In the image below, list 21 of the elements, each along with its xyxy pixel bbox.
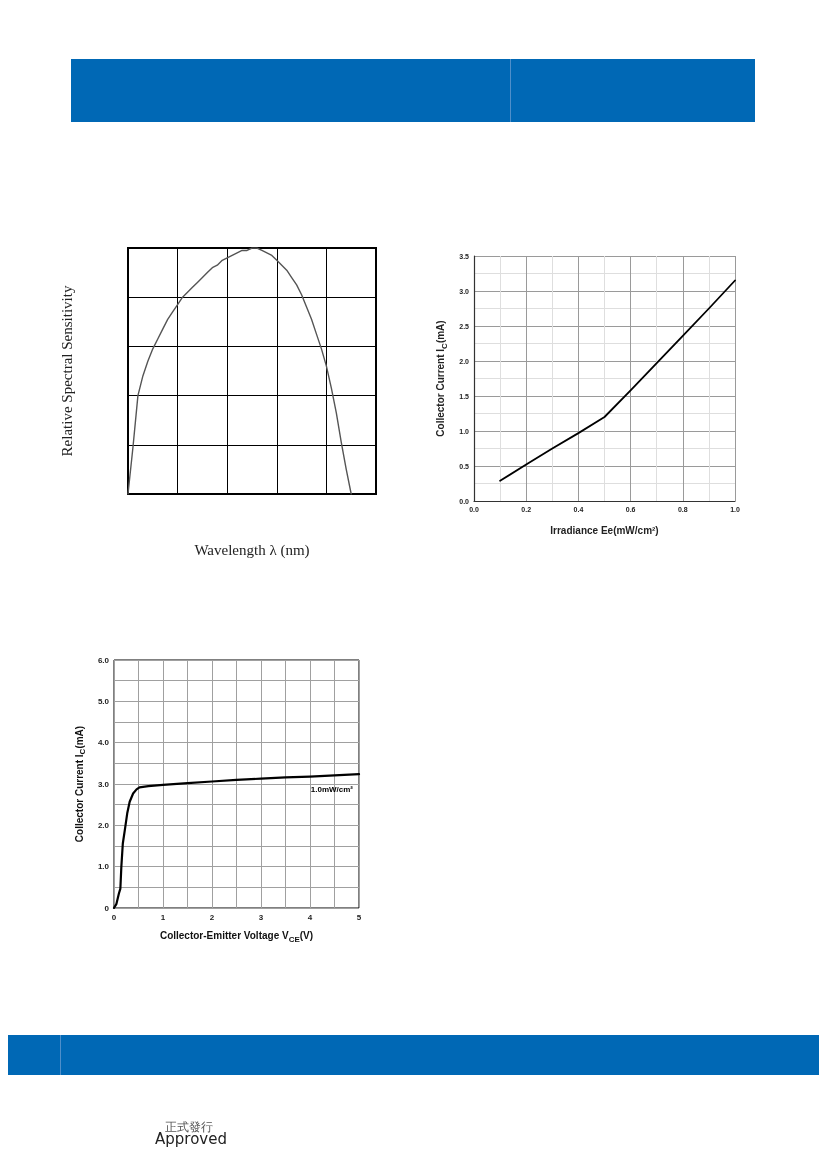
x-tick-label: 2	[209, 912, 215, 922]
y-axis-title: Collector Current IC(mA)	[435, 320, 449, 437]
line-series	[499, 279, 736, 482]
y-tick-label: 3.0	[97, 779, 110, 789]
text: 正式發行	[165, 1120, 213, 1134]
x-tick-label: 5	[356, 912, 362, 922]
x-tick-label: 0	[111, 912, 117, 922]
y-tick-label: 0	[104, 903, 110, 913]
series-label: 1.0mW/cm²	[310, 784, 354, 794]
x-axis-title: Irradiance Ee(mW/cm²)	[550, 525, 659, 536]
x-tick-label: 3	[258, 912, 264, 922]
y-tick-label: 4.0	[97, 738, 110, 748]
y-axis-title: Collector Current IC(mA)	[73, 725, 88, 843]
x-tick-label: 1	[160, 912, 166, 922]
y-tick-label: 2.0	[97, 820, 110, 830]
x-axis-title: Wavelength λ (nm)	[194, 541, 310, 559]
y-tick-label: 6.0	[97, 655, 110, 665]
y-tick-label: 5.0	[97, 696, 110, 706]
x-tick-label: 4	[307, 912, 313, 922]
y-tick-label: 1.0	[97, 862, 110, 872]
y-axis-title: Relative Spectral Sensitivity	[58, 285, 75, 457]
